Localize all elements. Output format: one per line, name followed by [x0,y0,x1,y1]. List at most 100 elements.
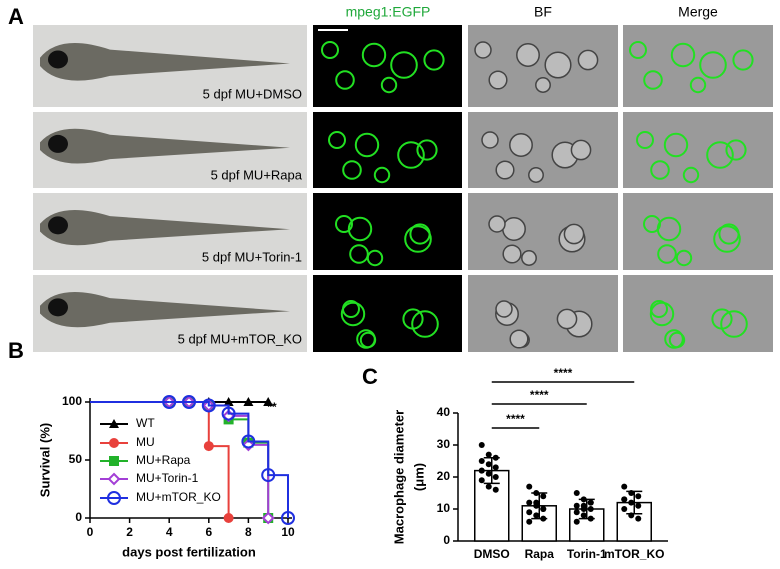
y-tick-label: 20 [437,469,451,483]
cell [380,76,398,94]
cell [713,225,741,253]
cell [643,70,663,90]
survival-curve [169,401,289,518]
marker [223,397,234,406]
y-tick-label: 50 [69,452,83,466]
cell [563,223,585,245]
row-label: 5 dpf MU+Torin-1 [202,249,302,264]
fish-eye [48,134,68,153]
data-point [492,464,499,471]
column-header: BF [534,4,552,20]
legend-label: MU [136,435,155,449]
cell [649,301,675,327]
x-tick-label: 4 [166,525,173,539]
x-tick-label: 2 [126,525,133,539]
legend-marker [109,438,119,448]
marker [223,513,234,523]
row-label: 5 dpf MU+mTOR_KO [178,331,302,346]
row-label: 5 dpf MU+DMSO [203,86,302,101]
cell [488,215,506,233]
data-point [621,506,628,512]
fish-body [40,291,290,328]
data-point [580,512,587,519]
cell [509,329,529,349]
marker [203,441,214,452]
data-point [533,490,540,496]
cell [502,217,526,241]
cell [664,329,684,349]
micro-image [623,193,773,270]
cell [725,139,747,161]
marker [263,397,274,406]
cell [732,49,754,71]
legend-label: MU+Rapa [136,453,191,467]
fish-body [40,209,290,246]
micro-image [623,275,773,352]
data-point [478,477,485,484]
y-axis-label: (μm) [411,463,426,491]
data-point [485,470,492,477]
annotation: ** [267,400,277,414]
column-header: Merge [678,4,718,20]
legend-label: MU+mTOR_KO [136,490,221,504]
data-point [621,496,628,503]
cell [556,308,578,330]
data-point [485,483,492,490]
data-point [526,509,533,516]
cell [409,223,431,245]
data-point [485,451,492,458]
data-point [526,499,533,506]
cell [650,300,668,318]
cell [657,244,677,264]
micro-image [313,112,462,188]
micro-image [313,193,462,270]
data-point [492,454,499,461]
fish-eye [48,298,68,317]
cell [682,166,700,184]
micro-image [468,193,618,270]
legend-label: WT [136,416,155,430]
data-point [573,502,580,509]
cell [521,250,537,266]
fish-eye [48,216,68,235]
cell [321,41,339,59]
x-tick-label: 0 [87,525,94,539]
data-point [628,490,635,496]
row-label: 5 dpf MU+Rapa [211,167,303,182]
x-tick-label: Torin-1 [567,547,607,561]
column-header: mpeg1:EGFP [346,4,431,20]
fish-eye [48,50,68,69]
cell [373,166,391,184]
data-point [478,467,485,474]
data-point [587,499,594,506]
marker [243,397,254,406]
y-tick-label: 40 [437,405,451,419]
y-tick-label: 100 [62,394,82,408]
x-tick-label: 6 [205,525,212,539]
y-tick-label: 0 [75,510,82,524]
legend-label: MU+Torin-1 [136,471,199,485]
data-point [533,499,540,506]
data-point [540,506,547,512]
panel-letter: C [362,364,378,389]
data-point [635,515,642,522]
cell [335,215,353,233]
data-point [478,442,485,448]
y-tick-label: 30 [437,437,451,451]
micro-image [313,275,462,352]
micro-image [468,275,618,352]
data-point [635,502,642,509]
fish-body [40,128,290,164]
x-tick-label: 8 [245,525,252,539]
marker [281,511,295,525]
cell [390,51,418,79]
cell [361,42,387,68]
panel-letter: B [8,338,24,363]
cell [495,160,515,180]
cell [629,41,647,59]
cell [397,141,425,169]
data-point [573,490,580,496]
data-point [492,486,499,493]
cell [347,216,373,242]
cell [502,244,522,264]
